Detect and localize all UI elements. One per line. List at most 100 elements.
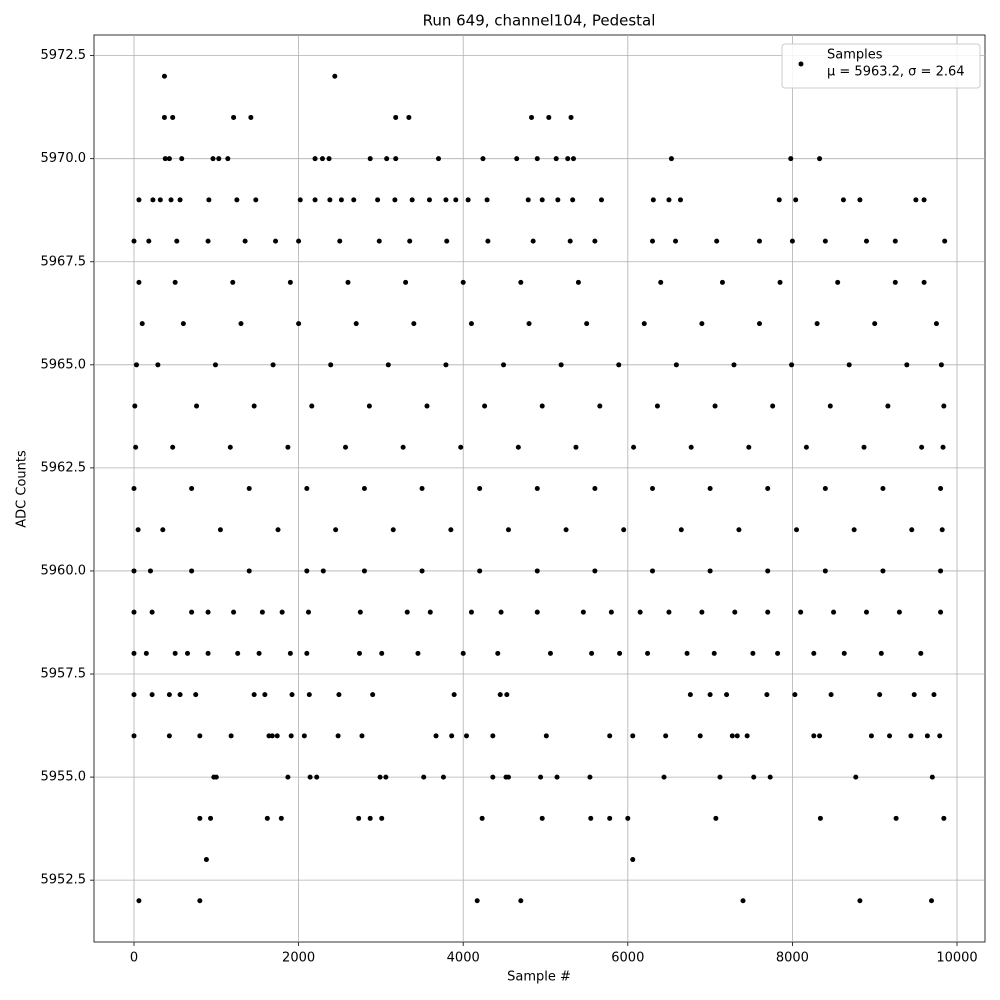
- data-point: [166, 692, 172, 698]
- data-point: [650, 197, 656, 203]
- data-point: [798, 609, 804, 615]
- data-point: [133, 362, 139, 368]
- data-point: [592, 238, 598, 244]
- data-point: [678, 527, 684, 533]
- x-axis-label: Sample #: [507, 970, 571, 985]
- data-point: [711, 650, 717, 656]
- data-point: [645, 650, 651, 656]
- data-point: [166, 156, 172, 162]
- data-point: [174, 238, 180, 244]
- data-point: [598, 197, 604, 203]
- data-point: [415, 650, 421, 656]
- data-point: [400, 444, 406, 450]
- data-point: [490, 774, 496, 780]
- data-point: [863, 609, 869, 615]
- data-point: [732, 609, 738, 615]
- data-point: [392, 197, 398, 203]
- data-point: [436, 156, 442, 162]
- data-point: [312, 197, 318, 203]
- data-point: [301, 733, 307, 739]
- data-point: [543, 733, 549, 739]
- data-point: [567, 238, 573, 244]
- data-point: [909, 527, 915, 533]
- data-point: [246, 568, 252, 574]
- data-point: [555, 197, 561, 203]
- data-point: [514, 156, 520, 162]
- data-point: [713, 815, 719, 821]
- data-point: [326, 156, 332, 162]
- data-point: [406, 114, 412, 120]
- legend: Samples μ = 5963.2, σ = 2.64: [781, 43, 981, 89]
- data-point: [353, 321, 359, 327]
- x-tick-label: 0: [130, 951, 138, 966]
- data-point: [777, 279, 783, 285]
- data-point: [497, 692, 503, 698]
- data-point: [534, 568, 540, 574]
- data-point: [534, 156, 540, 162]
- data-point: [376, 238, 382, 244]
- data-point: [477, 486, 483, 491]
- data-point: [937, 733, 943, 739]
- data-point: [419, 568, 425, 574]
- data-point: [814, 321, 820, 327]
- data-point: [197, 733, 203, 739]
- data-point: [337, 238, 343, 244]
- data-point: [136, 197, 142, 203]
- y-tick-label: 5952.5: [41, 873, 87, 888]
- data-point: [504, 692, 510, 698]
- data-point: [941, 403, 947, 409]
- data-point: [189, 486, 195, 491]
- data-point: [332, 73, 338, 79]
- data-point: [938, 568, 944, 574]
- data-point: [136, 279, 142, 285]
- data-point: [515, 444, 521, 450]
- data-point: [203, 857, 209, 863]
- data-point: [256, 650, 262, 656]
- data-point: [279, 609, 285, 615]
- data-point: [479, 815, 485, 821]
- legend-box: [781, 43, 981, 89]
- data-point: [242, 238, 248, 244]
- data-point: [756, 238, 762, 244]
- data-point: [933, 321, 939, 327]
- data-point: [717, 774, 723, 780]
- data-point: [592, 568, 598, 574]
- data-point: [131, 650, 137, 656]
- data-point: [485, 238, 491, 244]
- data-point: [251, 692, 257, 698]
- data-point: [480, 156, 486, 162]
- data-point: [304, 650, 310, 656]
- data-point: [607, 733, 613, 739]
- data-point: [668, 156, 674, 162]
- data-point: [351, 197, 357, 203]
- data-point: [449, 733, 455, 739]
- data-point: [297, 197, 303, 203]
- data-point: [587, 774, 593, 780]
- data-point: [288, 733, 294, 739]
- data-point: [666, 609, 672, 615]
- data-point: [234, 197, 240, 203]
- data-point: [654, 403, 660, 409]
- data-point: [228, 733, 234, 739]
- data-point: [132, 403, 138, 409]
- data-point: [393, 156, 399, 162]
- data-point: [320, 568, 326, 574]
- y-tick-label: 5960.0: [41, 563, 87, 578]
- data-point: [892, 238, 898, 244]
- data-point: [857, 197, 863, 203]
- data-point: [411, 321, 417, 327]
- data-point: [565, 156, 571, 162]
- data-point: [305, 609, 311, 615]
- data-point: [275, 527, 281, 533]
- data-point: [312, 156, 318, 162]
- data-point: [505, 774, 511, 780]
- data-point: [822, 486, 828, 491]
- data-point: [853, 774, 859, 780]
- data-point: [419, 486, 425, 491]
- x-tick-label: 4000: [447, 951, 480, 966]
- data-point: [139, 321, 145, 327]
- data-point: [534, 486, 540, 491]
- data-point: [817, 156, 823, 162]
- data-point: [597, 403, 603, 409]
- data-point: [359, 733, 365, 739]
